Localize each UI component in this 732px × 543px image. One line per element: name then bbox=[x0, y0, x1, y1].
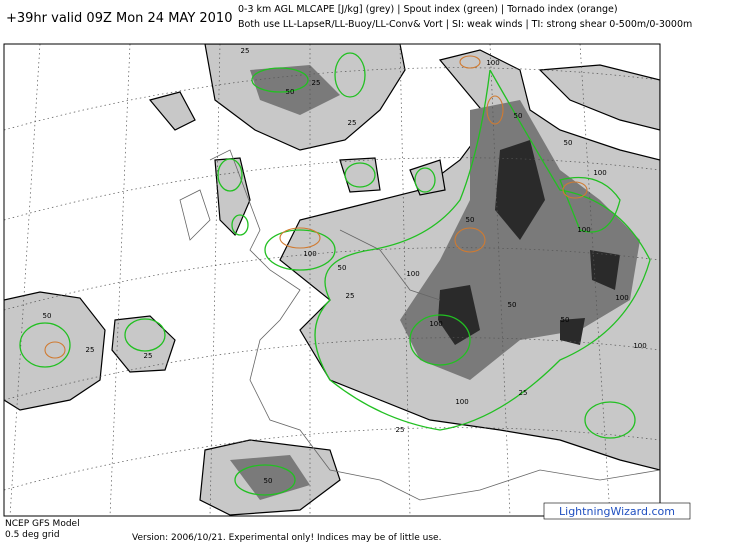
coastline bbox=[179, 149, 660, 501]
contour-label: 100 bbox=[455, 398, 468, 406]
contour-label: 25 bbox=[241, 47, 250, 55]
graticule bbox=[4, 44, 660, 516]
model-name: NCEP GFS Model bbox=[5, 519, 80, 529]
contour-label: 100 bbox=[577, 226, 590, 234]
contour-label: 50 bbox=[508, 301, 517, 309]
contour-label: 100 bbox=[486, 59, 499, 67]
contour-label: 50 bbox=[466, 216, 475, 224]
contour-label: 50 bbox=[338, 264, 347, 272]
contour-label: 25 bbox=[312, 79, 321, 87]
contour-label: 100 bbox=[615, 294, 628, 302]
grid-resolution: 0.5 deg grid bbox=[5, 530, 60, 540]
contour-label: 25 bbox=[348, 119, 357, 127]
valid-time: +39hr valid 09Z Mon 24 MAY 2010 bbox=[6, 11, 232, 26]
contour-label: 25 bbox=[144, 352, 153, 360]
map-area: 25 50 25 25 100 50 50 100 100 50 100 50 100 25 50 25 25 1… bbox=[4, 44, 660, 516]
contour-label: 50 bbox=[564, 139, 573, 147]
contour-label: 25 bbox=[519, 389, 528, 397]
contour-labels: 25 50 25 25 100 50 50 100 100 50 100 50 100 25 50 25 25 1… bbox=[43, 47, 647, 485]
legend-line-1: 0-3 km AGL MLCAPE [J/kg] (grey) | Spout … bbox=[238, 4, 618, 15]
contour-label: 25 bbox=[346, 292, 355, 300]
version-note: Version: 2006/10/21. Experimental only! … bbox=[132, 533, 441, 543]
legend-line-2: Both use LL-LapseR/LL-Buoy/LL-Conv& Vort… bbox=[238, 19, 692, 30]
contour-label: 25 bbox=[86, 346, 95, 354]
contour-label: 100 bbox=[303, 250, 316, 258]
contour-label: 100 bbox=[429, 320, 442, 328]
contour-label: 100 bbox=[593, 169, 606, 177]
credit: LightningWizard.com bbox=[559, 505, 675, 518]
contour-label: 25 bbox=[396, 426, 405, 434]
contour-label: 50 bbox=[286, 88, 295, 96]
spout-contours bbox=[19, 52, 651, 496]
credit-box bbox=[543, 502, 691, 520]
contour-label: 50 bbox=[43, 312, 52, 320]
tornado-contours bbox=[44, 55, 588, 359]
contour-label: 100 bbox=[406, 270, 419, 278]
map-frame bbox=[3, 43, 661, 517]
contour-label: 50 bbox=[514, 112, 523, 120]
cape-dark bbox=[438, 140, 620, 345]
contour-label: 100 bbox=[633, 342, 646, 350]
contour-label: 50 bbox=[561, 316, 570, 324]
contour-label: 50 bbox=[264, 477, 273, 485]
